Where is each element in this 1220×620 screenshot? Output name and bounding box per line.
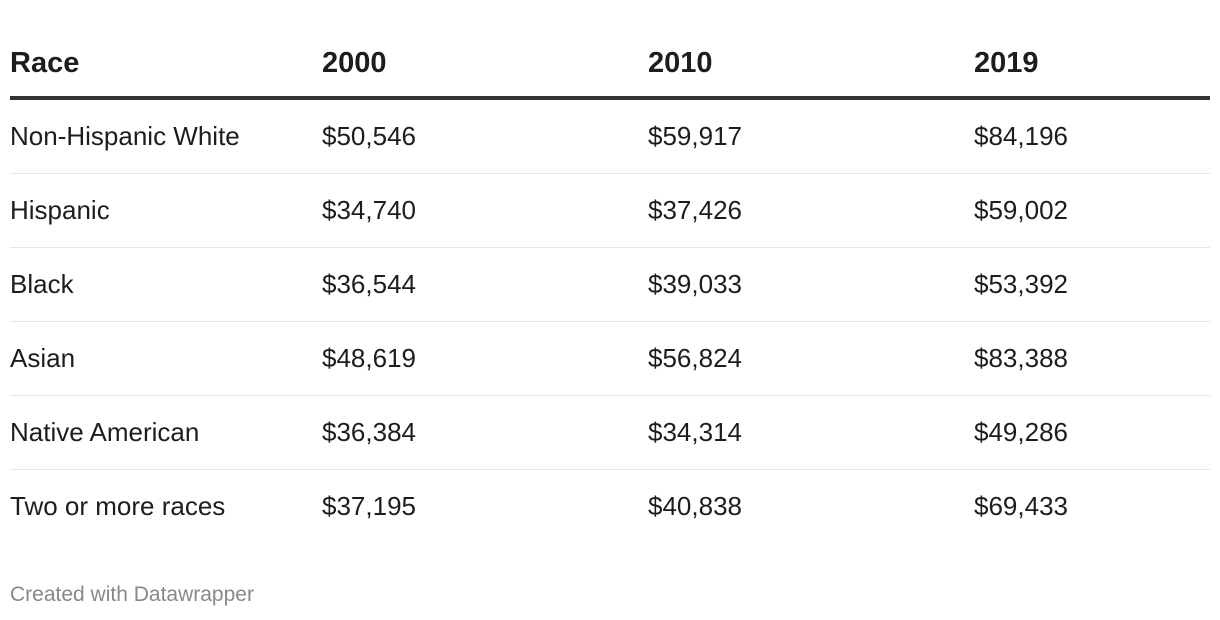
table-row: Asian $48,619 $56,824 $83,388 (10, 321, 1210, 396)
table-row: Two or more races $37,195 $40,838 $69,43… (10, 470, 1210, 544)
header-row: Race 2000 2010 2019 (10, 30, 1210, 100)
income-table: Race 2000 2010 2019 Non-Hispanic White $… (10, 30, 1210, 543)
value-cell-2010: $56,824 (648, 321, 974, 396)
value-cell-2000: $48,619 (322, 321, 648, 396)
value-cell-2000: $37,195 (322, 491, 416, 521)
race-cell: Non-Hispanic White (10, 98, 322, 174)
race-cell: Black (10, 247, 322, 322)
race-cell: Asian (10, 321, 322, 396)
value-cell-2000: $34,740 (322, 173, 648, 248)
value-cell-2000: $50,546 (322, 98, 648, 174)
value-cell-2010: $39,033 (648, 247, 974, 322)
table-row: Black $36,544 $39,033 $53,392 (10, 247, 1210, 322)
column-header-2010[interactable]: 2010 (648, 30, 974, 100)
value-cell-2010: $59,917 (648, 98, 974, 174)
race-cell: Two or more races (10, 491, 226, 521)
value-cell-2010: $34,314 (648, 395, 974, 470)
value-cell-2019: $69,433 (974, 491, 1068, 521)
value-cell-2000: $36,384 (322, 395, 648, 470)
column-header-race[interactable]: Race (10, 30, 322, 100)
column-header-2000[interactable]: 2000 (322, 30, 648, 100)
table-header: Race 2000 2010 2019 (10, 30, 1210, 100)
datawrapper-credit[interactable]: Created with Datawrapper (10, 583, 254, 606)
table-body: Non-Hispanic White $50,546 $59,917 $84,1… (10, 98, 1210, 543)
value-cell-2010: $37,426 (648, 173, 974, 248)
value-cell-2019: $49,286 (974, 395, 1210, 470)
data-table-container: Race 2000 2010 2019 Non-Hispanic White $… (10, 30, 1210, 543)
table-row: Native American $36,384 $34,314 $49,286 (10, 395, 1210, 470)
column-header-2019[interactable]: 2019 (974, 30, 1210, 100)
table-row: Non-Hispanic White $50,546 $59,917 $84,1… (10, 98, 1210, 174)
table-row: Hispanic $34,740 $37,426 $59,002 (10, 173, 1210, 248)
value-cell-2019: $53,392 (974, 247, 1210, 322)
value-cell-2010: $40,838 (648, 491, 742, 521)
value-cell-2019: $59,002 (974, 173, 1210, 248)
value-cell-2000: $36,544 (322, 247, 648, 322)
race-cell: Native American (10, 395, 322, 470)
value-cell-2019: $84,196 (974, 98, 1210, 174)
race-cell: Hispanic (10, 173, 322, 248)
value-cell-2019: $83,388 (974, 321, 1210, 396)
